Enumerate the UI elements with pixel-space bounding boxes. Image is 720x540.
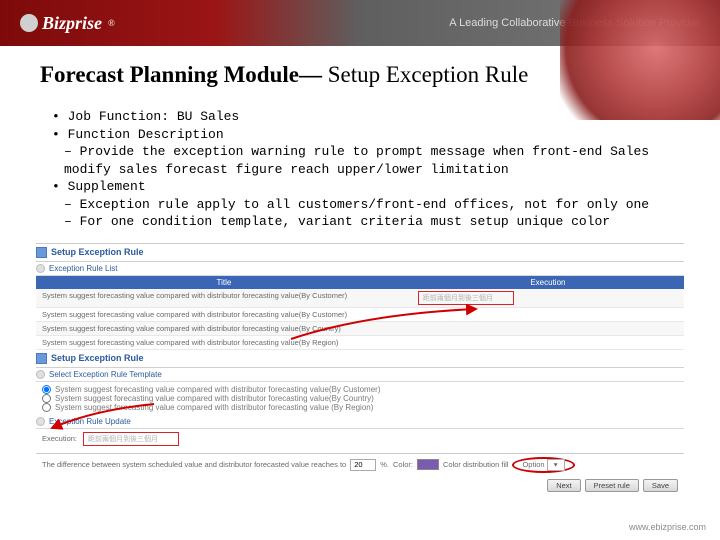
section-header-1: Setup Exception Rule: [36, 244, 684, 262]
radio-label: System suggest forecasting value compare…: [55, 394, 374, 403]
color-label: Color:: [393, 460, 413, 469]
exception-rule-table: Title Execution System suggest forecasti…: [36, 276, 684, 350]
bullet-icon: [36, 370, 45, 379]
bullet-supplement-1: Exception rule apply to all customers/fr…: [64, 196, 680, 214]
option-highlight: Option ▾: [512, 457, 574, 473]
cell-execution: [412, 321, 684, 335]
radio-input[interactable]: [42, 385, 51, 394]
radio-input[interactable]: [42, 403, 51, 412]
table-row[interactable]: System suggest forecasting value compare…: [36, 335, 684, 349]
bullet-icon: [36, 417, 45, 426]
cell-execution: [412, 307, 684, 321]
registered-mark: ®: [108, 18, 115, 28]
radio-label: System suggest forecasting value compare…: [55, 403, 373, 412]
slide-title: Forecast Planning Module— Setup Exceptio…: [40, 62, 680, 88]
section-icon: [36, 247, 47, 258]
bullet-supplement-2: For one condition template, variant crit…: [64, 213, 680, 231]
cell-title: System suggest forecasting value compare…: [36, 321, 412, 335]
percent-label: %.: [380, 460, 389, 469]
template-radio-group: System suggest forecasting value compare…: [36, 382, 684, 415]
sub-header-rule-list: Exception Rule List: [36, 262, 684, 276]
bullet-function-desc: Function Description Provide the excepti…: [52, 126, 680, 179]
section-header-2: Setup Exception Rule: [36, 350, 684, 368]
threshold-input[interactable]: [350, 459, 376, 471]
execution-row: Execution: 距前兩個月到後三個月: [36, 429, 684, 449]
table-row[interactable]: System suggest forecasting value compare…: [36, 289, 684, 308]
radio-input[interactable]: [42, 394, 51, 403]
sub-header-template: Select Exception Rule Template: [36, 368, 684, 382]
button-row: Next Preset rule Save: [36, 476, 684, 495]
execution-value-highlight: 距前兩個月到後三個月: [83, 432, 179, 446]
cell-title: System suggest forecasting value compare…: [36, 307, 412, 321]
bullet-icon: [36, 264, 45, 273]
th-title: Title: [36, 276, 412, 289]
embedded-screenshot: Setup Exception Rule Exception Rule List…: [36, 243, 684, 495]
template-radio-option[interactable]: System suggest forecasting value compare…: [42, 394, 678, 403]
table-row[interactable]: System suggest forecasting value compare…: [36, 321, 684, 335]
template-radio-option[interactable]: System suggest forecasting value compare…: [42, 403, 678, 412]
radio-label: System suggest forecasting value compare…: [55, 385, 380, 394]
save-button[interactable]: Save: [643, 479, 678, 492]
template-radio-option[interactable]: System suggest forecasting value compare…: [42, 385, 678, 394]
logo-text: Bizprise: [42, 13, 102, 34]
cell-execution: 距前兩個月到後三個月: [412, 289, 684, 308]
preset-rule-button[interactable]: Preset rule: [585, 479, 639, 492]
sub-header-update: Exception Rule Update: [36, 415, 684, 429]
section-icon: [36, 353, 47, 364]
next-button[interactable]: Next: [547, 479, 580, 492]
bullet-supplement: Supplement Exception rule apply to all c…: [52, 178, 680, 231]
bullet-list: Job Function: BU Sales Function Descript…: [40, 108, 680, 231]
footer-url: www.ebizprise.com: [629, 522, 706, 532]
cell-execution: [412, 335, 684, 349]
cell-title: System suggest forecasting value compare…: [36, 335, 412, 349]
execution-highlight: 距前兩個月到後三個月: [418, 291, 514, 305]
color-distribution-label: Color distribution fill: [443, 460, 508, 469]
bullet-job-function: Job Function: BU Sales: [52, 108, 680, 126]
option-select[interactable]: ▾: [547, 459, 565, 471]
logo: Bizprise ®: [20, 13, 115, 34]
logo-icon: [20, 14, 38, 32]
table-row[interactable]: System suggest forecasting value compare…: [36, 307, 684, 321]
criteria-text: The difference between system scheduled …: [42, 460, 346, 469]
color-swatch[interactable]: [417, 459, 439, 470]
criteria-row: The difference between system scheduled …: [36, 453, 684, 476]
bullet-function-desc-detail: Provide the exception warning rule to pr…: [64, 143, 680, 178]
cell-title: System suggest forecasting value compare…: [36, 289, 412, 308]
execution-label: Execution:: [42, 434, 77, 443]
th-execution: Execution: [412, 276, 684, 289]
